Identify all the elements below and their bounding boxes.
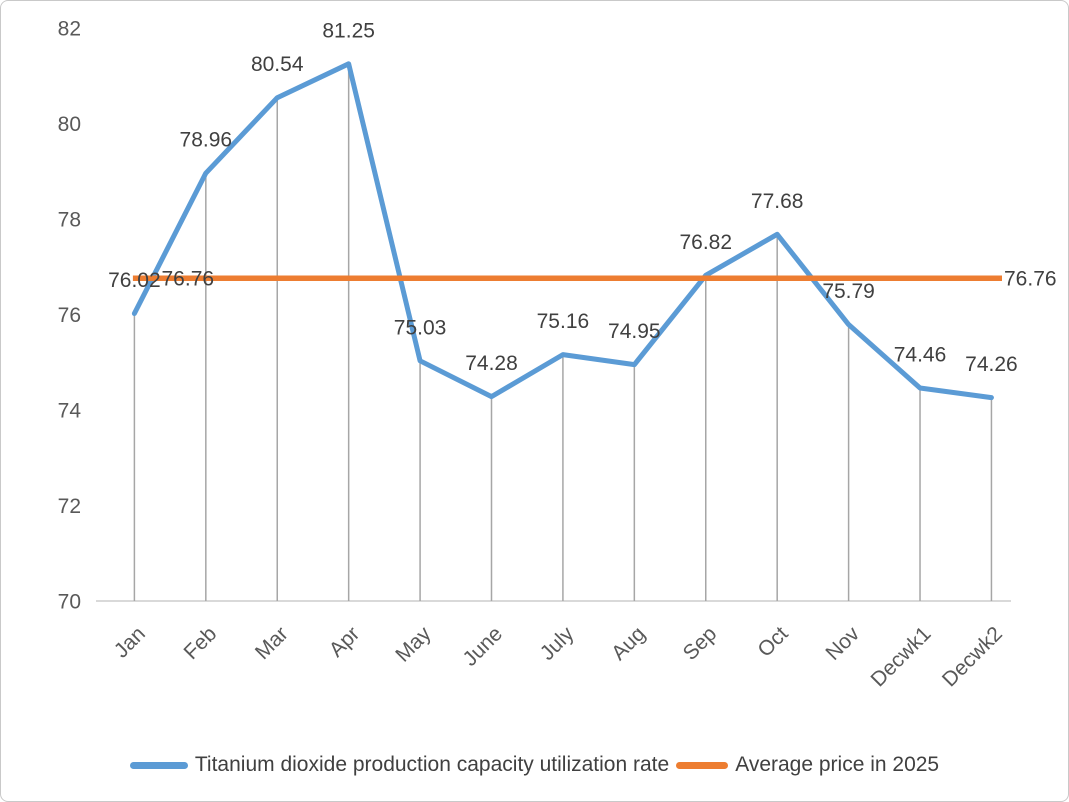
y-axis-tick-label: 82: [58, 18, 81, 41]
data-label: 75.03: [394, 316, 447, 339]
average-line-left-label: 76.76: [162, 268, 215, 291]
data-label: 74.26: [965, 353, 1018, 376]
x-axis-tick-label: Jan: [110, 622, 150, 662]
data-label: 75.16: [537, 310, 590, 333]
x-axis-tick-label: Mar: [251, 622, 293, 664]
y-axis-tick-label: 76: [58, 304, 81, 327]
chart-legend: Titanium dioxide production capacity uti…: [1, 753, 1068, 777]
x-axis-tick-label: June: [459, 622, 507, 670]
x-axis-tick-label: Oct: [753, 622, 792, 661]
y-axis-tick-label: 72: [58, 495, 81, 518]
x-axis-tick-label: May: [391, 622, 436, 667]
data-label: 74.28: [465, 352, 518, 375]
x-axis-tick-label: Decwk2: [938, 622, 1007, 691]
legend-label-average: Average price in 2025: [735, 753, 940, 776]
average-line-right-label: 76.76: [1004, 268, 1057, 291]
x-axis-tick-label: Nov: [821, 622, 864, 665]
data-label: 74.95: [608, 320, 661, 343]
line-chart: 70 72 74 76 78 80 82 Jan Feb Mar Apr May June July Aug…: [58, 18, 1057, 692]
data-label: 76.82: [679, 231, 732, 254]
x-axis-tick-label: July: [536, 622, 579, 665]
x-axis-tick-label: Feb: [180, 622, 222, 664]
y-axis-tick-label: 80: [58, 113, 81, 136]
data-label: 77.68: [751, 190, 804, 213]
legend-label-utilization: Titanium dioxide production capacity uti…: [194, 753, 670, 776]
legend-line-average-icon: [676, 761, 729, 769]
utilization-line: [131, 61, 994, 401]
data-label: 74.46: [894, 344, 947, 367]
x-axis-tick-label: Sep: [679, 622, 722, 665]
x-axis-tick-label: Apr: [325, 622, 364, 661]
x-axis-tick-label: Aug: [607, 622, 650, 665]
data-label: 76.02: [108, 269, 161, 292]
data-label: 78.96: [180, 129, 233, 152]
legend-item-utilization: Titanium dioxide production capacity uti…: [129, 753, 670, 777]
data-label: 75.79: [822, 280, 875, 303]
y-axis-tick-label: 74: [58, 400, 82, 423]
x-axis-tick-label: Decwk1: [866, 622, 935, 691]
data-label: 80.54: [251, 53, 304, 76]
data-label: 81.25: [322, 19, 375, 42]
legend-item-average-price: Average price in 2025: [676, 753, 939, 777]
y-axis-tick-label: 70: [58, 591, 81, 614]
y-axis-tick-label: 78: [58, 209, 81, 232]
legend-line-utilization-icon: [129, 761, 188, 769]
